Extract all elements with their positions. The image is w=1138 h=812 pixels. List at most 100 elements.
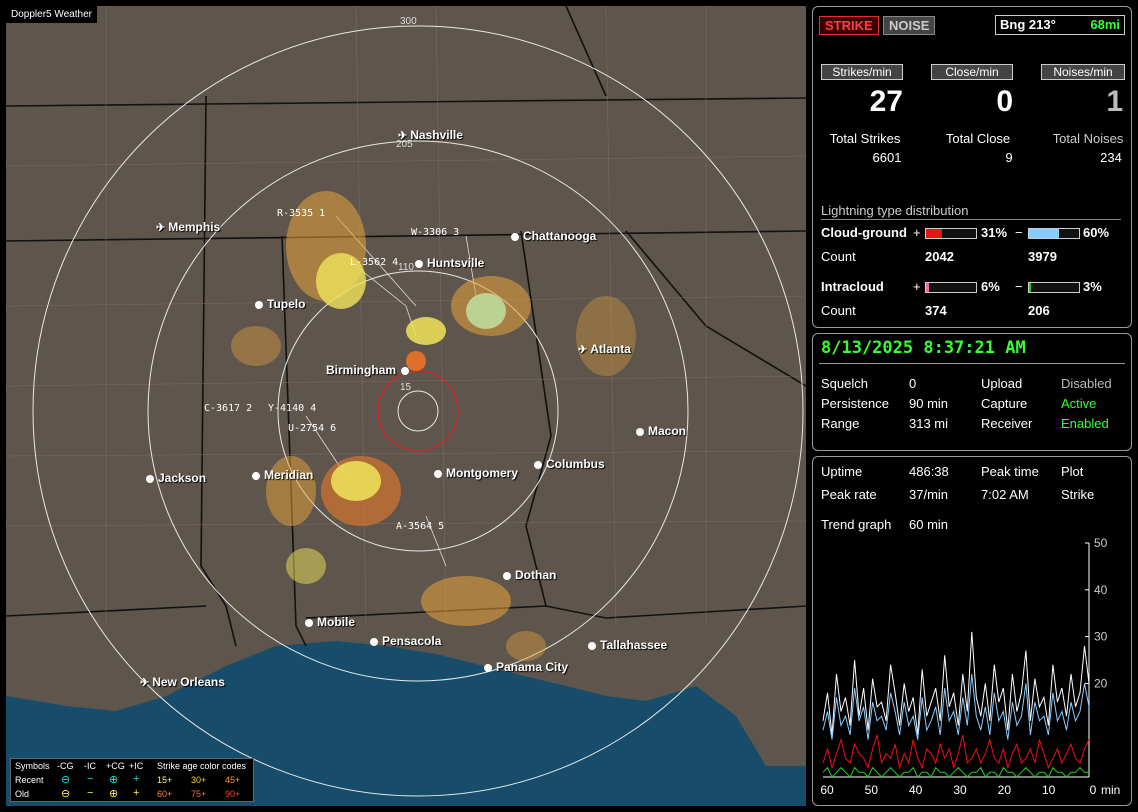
close-per-min-button[interactable]: Close/min [931, 64, 1013, 80]
minus-icon: − [1015, 225, 1023, 240]
storm-label[interactable]: U-2754 6 [288, 423, 337, 434]
ic-neg-old-icon: − [87, 787, 94, 799]
ic-pos-recent-icon: + [133, 773, 140, 785]
ic-count-label: Count [821, 303, 856, 318]
city-pensacola: Pensacola [370, 634, 441, 648]
airport-icon: ✈ [140, 677, 150, 689]
upload-label: Upload [981, 376, 1023, 391]
upload-value[interactable]: Disabled [1061, 376, 1112, 391]
ring-label-15: 15 [400, 382, 412, 393]
plot-value[interactable]: Strike [1061, 487, 1095, 502]
minus-icon: − [1015, 279, 1023, 294]
ring-label-205: 205 [396, 139, 413, 150]
peak-time-value: 7:02 AM [981, 487, 1029, 502]
map-canvas [6, 6, 806, 806]
x-tick-label: 30 [953, 783, 967, 797]
legend-col-cg-neg: -CG [57, 761, 74, 771]
cg-neg-old-icon: ⊖ [61, 788, 71, 800]
receiver-label: Receiver [981, 416, 1033, 431]
trend-panel: Uptime 486:38 Peak time Plot Peak rate 3… [812, 456, 1132, 806]
ic-neg-bar [1028, 282, 1080, 293]
lightning-map[interactable]: Doppler5 Weather 300 205 110 15 ✈ Nashvil… [6, 6, 806, 806]
trend-series-line [822, 673, 1090, 740]
settings-panel: 8/13/2025 8:37:21 AM Squelch 0 Upload Di… [812, 333, 1132, 451]
city-tallahassee: Tallahassee [588, 638, 667, 652]
city-montgomery: Montgomery [434, 466, 518, 480]
receiver-value[interactable]: Enabled [1061, 416, 1109, 431]
age-old-75: 75+ [191, 789, 207, 799]
airport-icon: ✈ [578, 344, 588, 356]
x-tick-label: 60 [820, 783, 834, 797]
map-title: Doppler5 Weather [6, 6, 97, 23]
uptime-label: Uptime [821, 464, 863, 479]
noise-tab[interactable]: NOISE [883, 16, 936, 35]
y-tick-label: 30 [1094, 630, 1108, 644]
squelch-value[interactable]: 0 [909, 376, 917, 391]
trend-series-line [822, 766, 1089, 778]
y-tick-label: 20 [1094, 676, 1108, 690]
city-atlanta: ✈ Atlanta [578, 342, 631, 356]
city-dot-icon [305, 619, 313, 627]
range-value[interactable]: 313 mi [909, 416, 949, 431]
total-close-value: 9 [1005, 150, 1013, 165]
city-dot-icon [484, 664, 492, 672]
peak-rate-value: 37/min [909, 487, 949, 502]
x-axis-label: min [1101, 783, 1120, 797]
ic-neg-count: 206 [1028, 303, 1050, 318]
cg-pos-recent-icon: ⊕ [109, 774, 119, 786]
peak-rate-label: Peak rate [821, 487, 877, 502]
x-tick-label: 0 [1090, 783, 1097, 797]
cg-count-label: Count [821, 249, 856, 264]
distribution-title: Lightning type distribution [821, 203, 1121, 220]
age-recent-15: 15+ [157, 775, 173, 785]
x-tick-label: 40 [909, 783, 923, 797]
capture-value[interactable]: Active [1061, 396, 1097, 411]
storm-label[interactable]: C-3617 2 [204, 403, 253, 414]
strike-stats-panel: STRIKE NOISE Bng 213° 68mi Strikes/min C… [812, 6, 1132, 328]
city-dothan: Dothan [503, 568, 556, 582]
strikes-per-min-button[interactable]: Strikes/min [821, 64, 903, 80]
persistence-value[interactable]: 90 min [909, 396, 949, 411]
y-tick-label: 40 [1094, 583, 1108, 597]
legend-col-ic-pos: +IC [129, 761, 144, 771]
city-memphis: ✈ Memphis [156, 220, 221, 234]
city-dot-icon [588, 642, 596, 650]
storm-label[interactable]: L-3562 4 [350, 257, 399, 268]
cg-neg-percent: 60% [1083, 225, 1110, 240]
x-tick-label: 50 [865, 783, 879, 797]
total-noises-value: 234 [1100, 150, 1122, 165]
cg-pos-count: 2042 [925, 249, 954, 264]
close-range-ring [377, 370, 459, 452]
bearing-value: Bng 213° [1000, 17, 1056, 32]
city-mobile: Mobile [305, 615, 355, 629]
symbol-legend: Symbols -CG -IC +CG +IC Strike age color… [10, 758, 254, 802]
storm-label[interactable]: A-3564 5 [396, 521, 445, 532]
city-dot-icon [255, 301, 263, 309]
plus-icon: + [913, 279, 921, 294]
strike-tab[interactable]: STRIKE [819, 16, 879, 35]
trend-graph-value[interactable]: 60 min [909, 517, 949, 532]
noises-per-min-button[interactable]: Noises/min [1041, 64, 1125, 80]
city-dot-icon [415, 260, 423, 268]
ic-neg-recent-icon: − [87, 773, 94, 785]
range-label: Range [821, 416, 860, 431]
ring-label-300: 300 [400, 16, 417, 27]
city-dot-icon [503, 572, 511, 580]
legend-col-ic-neg: -IC [84, 761, 96, 771]
storm-label[interactable]: Y-4140 4 [268, 403, 317, 414]
city-dot-icon [434, 470, 442, 478]
total-strikes-label: Total Strikes [829, 131, 901, 146]
storm-label[interactable]: R-3535 1 [277, 208, 326, 219]
city-dot-icon [146, 475, 154, 483]
city-new-orleans: ✈ New Orleans [140, 675, 225, 689]
strike-clusters [231, 191, 636, 661]
noises-per-min-value: 1 [1106, 85, 1123, 118]
cg-neg-recent-icon: ⊖ [61, 774, 71, 786]
city-huntsville: Huntsville [415, 256, 484, 270]
city-dot-icon [636, 428, 644, 436]
city-dot-icon [252, 472, 260, 480]
cg-label: Cloud-ground [821, 225, 907, 240]
storm-label[interactable]: W-3306 3 [411, 227, 460, 238]
age-recent-30: 30+ [191, 775, 207, 785]
peak-time-label: Peak time [981, 464, 1039, 479]
